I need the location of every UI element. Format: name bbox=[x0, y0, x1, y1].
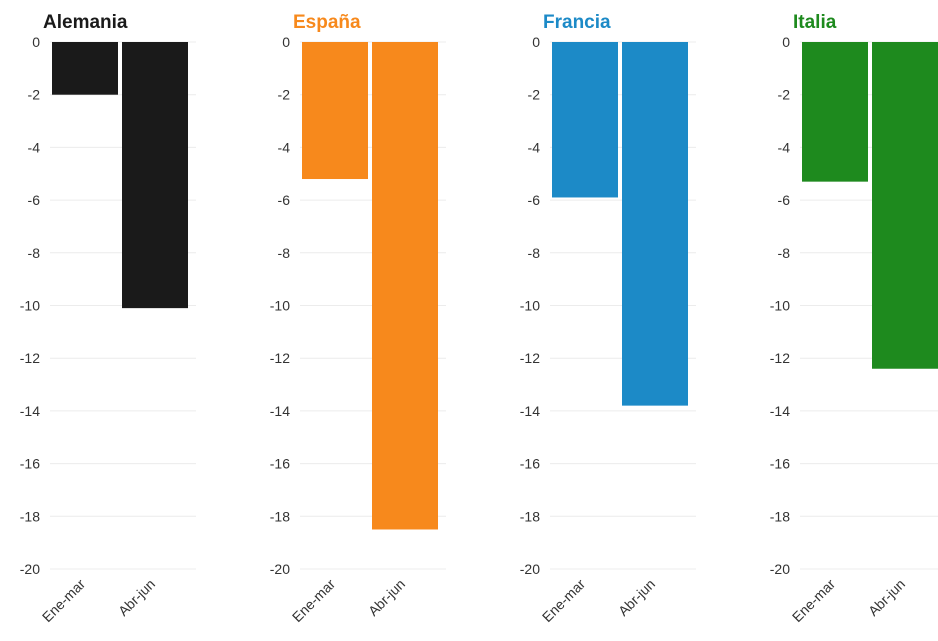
y-tick-label: -10 bbox=[20, 298, 40, 314]
y-tick-label: 0 bbox=[532, 34, 540, 50]
y-tick-label: -18 bbox=[270, 508, 290, 524]
x-category-label: Ene-mar bbox=[539, 576, 589, 626]
y-tick-label: 0 bbox=[282, 34, 290, 50]
y-tick-label: -14 bbox=[770, 403, 790, 419]
panel-title: Francia bbox=[543, 12, 611, 33]
bar-espana-ene-mar bbox=[302, 42, 368, 180]
y-tick-label: -2 bbox=[778, 87, 791, 103]
y-tick-label: -4 bbox=[528, 139, 541, 155]
y-tick-label: -14 bbox=[270, 403, 290, 419]
y-tick-label: 0 bbox=[32, 34, 40, 50]
panel-title: España bbox=[293, 12, 361, 33]
y-tick-label: -6 bbox=[528, 192, 541, 208]
panel-alemania: 0 -2 -4 -6 -8 -10 -12 -14 -16 -18 -20 Alemania Ene-m… bbox=[20, 12, 196, 625]
y-tick-label: -2 bbox=[528, 87, 541, 103]
x-category-label: Abr-jun bbox=[115, 576, 158, 619]
y-tick-label: -16 bbox=[20, 456, 40, 472]
bar-italia-abr-jun bbox=[872, 42, 938, 369]
y-tick-label: -4 bbox=[278, 139, 291, 155]
bar-alemania-ene-mar bbox=[52, 42, 118, 95]
y-tick-label: -10 bbox=[520, 298, 540, 314]
bar-espana-abr-jun bbox=[372, 42, 438, 530]
bar-alemania-abr-jun bbox=[122, 42, 188, 309]
y-tick-label: -20 bbox=[770, 561, 790, 577]
y-tick-label: -20 bbox=[20, 561, 40, 577]
y-tick-label: -14 bbox=[520, 403, 540, 419]
y-tick-label: -16 bbox=[770, 456, 790, 472]
x-category-label: Abr-jun bbox=[615, 576, 658, 619]
y-tick-label: -12 bbox=[520, 350, 540, 366]
panel-title: Italia bbox=[793, 12, 837, 33]
bar-italia-ene-mar bbox=[802, 42, 868, 182]
y-tick-label: -10 bbox=[270, 298, 290, 314]
panel-italia: 0 -2 -4 -6 -8 -10 -12 -14 -16 -18 -20 Italia Ene-mar… bbox=[770, 12, 938, 625]
y-tick-label: -18 bbox=[520, 508, 540, 524]
y-tick-label: -6 bbox=[778, 192, 791, 208]
y-tick-label: -20 bbox=[520, 561, 540, 577]
bar-francia-ene-mar bbox=[552, 42, 618, 198]
y-tick-label: -12 bbox=[270, 350, 290, 366]
panel-francia: 0 -2 -4 -6 -8 -10 -12 -14 -16 -18 -20 Francia Ene-ma… bbox=[520, 12, 696, 625]
y-tick-label: -6 bbox=[278, 192, 291, 208]
y-tick-label: -6 bbox=[28, 192, 41, 208]
panel-title: Alemania bbox=[43, 12, 128, 33]
y-tick-label: -8 bbox=[278, 245, 291, 261]
y-tick-label: -18 bbox=[20, 508, 40, 524]
y-tick-label: -16 bbox=[520, 456, 540, 472]
y-tick-label: -20 bbox=[270, 561, 290, 577]
bar-francia-abr-jun bbox=[622, 42, 688, 406]
y-tick-label: -14 bbox=[20, 403, 40, 419]
y-tick-label: 0 bbox=[782, 34, 790, 50]
x-category-label: Abr-jun bbox=[865, 576, 908, 619]
y-tick-label: -18 bbox=[770, 508, 790, 524]
y-tick-label: -12 bbox=[770, 350, 790, 366]
y-tick-label: -16 bbox=[270, 456, 290, 472]
y-tick-label: -2 bbox=[278, 87, 291, 103]
y-tick-label: -12 bbox=[20, 350, 40, 366]
y-tick-label: -8 bbox=[528, 245, 541, 261]
y-tick-label: -4 bbox=[778, 139, 791, 155]
y-tick-label: -2 bbox=[28, 87, 41, 103]
x-category-label: Abr-jun bbox=[365, 576, 408, 619]
x-category-label: Ene-mar bbox=[39, 576, 89, 626]
x-category-label: Ene-mar bbox=[289, 576, 339, 626]
panel-espana: 0 -2 -4 -6 -8 -10 -12 -14 -16 -18 -20 España Ene-mar… bbox=[270, 12, 446, 625]
y-tick-label: -8 bbox=[778, 245, 791, 261]
y-tick-label: -4 bbox=[28, 139, 41, 155]
x-category-label: Ene-mar bbox=[789, 576, 839, 626]
y-tick-label: -8 bbox=[28, 245, 41, 261]
y-tick-label: -10 bbox=[770, 298, 790, 314]
